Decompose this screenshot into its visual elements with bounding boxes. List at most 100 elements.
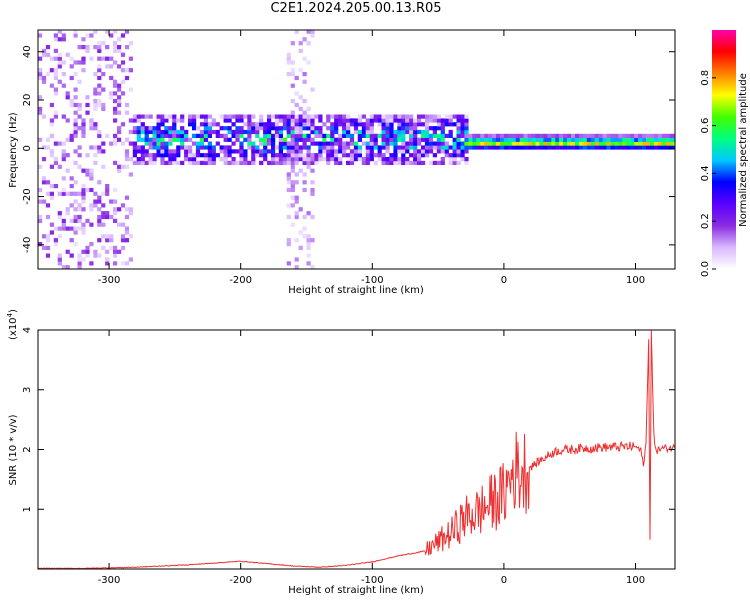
spectrogram-cell <box>109 95 114 100</box>
spectrogram-cell <box>468 145 473 150</box>
spectrogram-cell <box>456 137 461 142</box>
spectrogram-cell <box>559 141 564 146</box>
spectrogram-cell <box>77 191 82 196</box>
spectrogram-cell <box>223 145 228 150</box>
spectrogram-cell <box>353 149 359 154</box>
spectrogram-cell <box>424 114 430 119</box>
spectrogram-cell <box>81 133 86 138</box>
spectrogram-cell <box>523 133 528 138</box>
spectrogram-cell <box>306 118 311 123</box>
spectrogram-cell <box>188 114 193 119</box>
spectrogram-cell <box>259 160 264 165</box>
spectrogram-cell <box>247 114 252 119</box>
spectrogram-cell <box>117 164 122 169</box>
spectrogram-cell <box>334 129 339 135</box>
spectrogram-cell <box>136 133 141 138</box>
spectrogram-cell <box>251 129 256 135</box>
spectrogram-cell <box>507 133 513 138</box>
spectrogram-cell <box>582 141 588 146</box>
spectrogram-cell <box>614 145 619 150</box>
colorbar-label: Normalized spectral amplitude <box>738 73 749 227</box>
spectrogram-cell <box>294 180 299 185</box>
spectrogram-cell <box>290 195 295 200</box>
spectrogram-cell <box>117 168 122 173</box>
spectrogram-cell <box>385 137 390 142</box>
spectrogram-cell <box>650 137 655 142</box>
spectrogram-cell <box>113 207 118 212</box>
spectrogram-cell <box>338 157 343 162</box>
spectrogram-cell <box>97 48 102 53</box>
spectrogram-cell <box>342 141 347 146</box>
spectrogram-cell <box>53 48 58 53</box>
spectrogram-cell <box>219 145 224 150</box>
spectrogram-cell <box>101 214 106 220</box>
spectrogram-cell <box>338 114 343 119</box>
spectrogram-cell <box>164 153 169 158</box>
spectrogram-cell <box>421 145 426 150</box>
spectrogram-cell <box>602 145 607 150</box>
spectrogram-cell <box>274 114 280 119</box>
spectrogram-cell <box>227 145 232 150</box>
spectrogram-cell <box>235 137 240 142</box>
spectrogram-cell <box>338 133 343 138</box>
spectrogram-cell <box>421 114 426 119</box>
spectrogram-cell <box>464 129 469 135</box>
spectrogram-cell <box>417 157 422 162</box>
spectrogram-cell <box>53 56 58 61</box>
spectrogram-cell <box>81 122 86 127</box>
spectrogram-cell <box>282 141 287 146</box>
spectrogram-cell <box>156 129 161 135</box>
spectrogram-cell <box>73 191 78 196</box>
spectrogram-cell <box>286 126 291 131</box>
spectrogram-cell <box>369 126 374 131</box>
spectrogram-cell <box>38 72 43 77</box>
spectrogram-cell <box>140 114 145 119</box>
spectrogram-cell <box>480 145 485 150</box>
spectrogram-cell <box>353 129 359 135</box>
spectrogram-cell <box>669 145 674 150</box>
spectrogram-cell <box>109 56 114 61</box>
spectrogram-cell <box>124 226 130 231</box>
spectrogram-cell <box>140 149 145 154</box>
spectrogram-cell <box>460 126 465 131</box>
spectrogram-cell <box>381 122 386 127</box>
spectrogram-cell <box>109 214 114 220</box>
spectrogram-cell <box>97 64 102 69</box>
spectrogram-cell <box>428 137 434 142</box>
spectrogram-cell <box>73 226 78 231</box>
spectrogram-cell <box>132 145 137 150</box>
spectrogram-cell <box>61 222 66 227</box>
spectrogram-cell <box>543 141 548 146</box>
spectrogram-cell <box>290 137 295 142</box>
spectrogram-cell <box>45 245 51 250</box>
spectrogram-cell <box>57 234 62 239</box>
spectrogram-cell <box>156 141 161 146</box>
spectrogram-cell <box>239 129 244 135</box>
spectrogram-cell <box>389 157 394 162</box>
spectrogram-cell <box>575 137 580 142</box>
spectrogram-cell <box>582 133 588 138</box>
spectrogram-cell <box>361 157 366 162</box>
spectrogram-cell <box>448 133 453 138</box>
spectrogram-cell <box>318 133 323 138</box>
spectrogram-cell <box>136 157 141 162</box>
spectrogram-cell <box>626 141 631 146</box>
spectrogram-cell <box>444 141 449 146</box>
spectrogram-cell <box>302 172 307 177</box>
spectrogram-cell <box>57 141 62 146</box>
spectrogram-cell <box>290 157 295 162</box>
spectrogram-cell <box>440 160 445 165</box>
spectrogram-cell <box>101 87 106 92</box>
spectrogram-cell <box>365 122 370 127</box>
spectrogram-cell <box>69 75 74 81</box>
colorbar-tick-label: 0.8 <box>700 70 711 86</box>
spectrogram-cell <box>140 126 145 131</box>
spectrogram-cells <box>38 30 676 270</box>
spectrogram-cell <box>365 141 370 146</box>
spectrogram-cell <box>45 238 51 243</box>
spectrogram-cell <box>101 102 106 108</box>
spectrogram-cell <box>81 60 86 65</box>
spectrogram-cell <box>176 153 181 158</box>
spectrogram-cell <box>294 30 299 34</box>
spectrogram-cell <box>211 118 216 123</box>
